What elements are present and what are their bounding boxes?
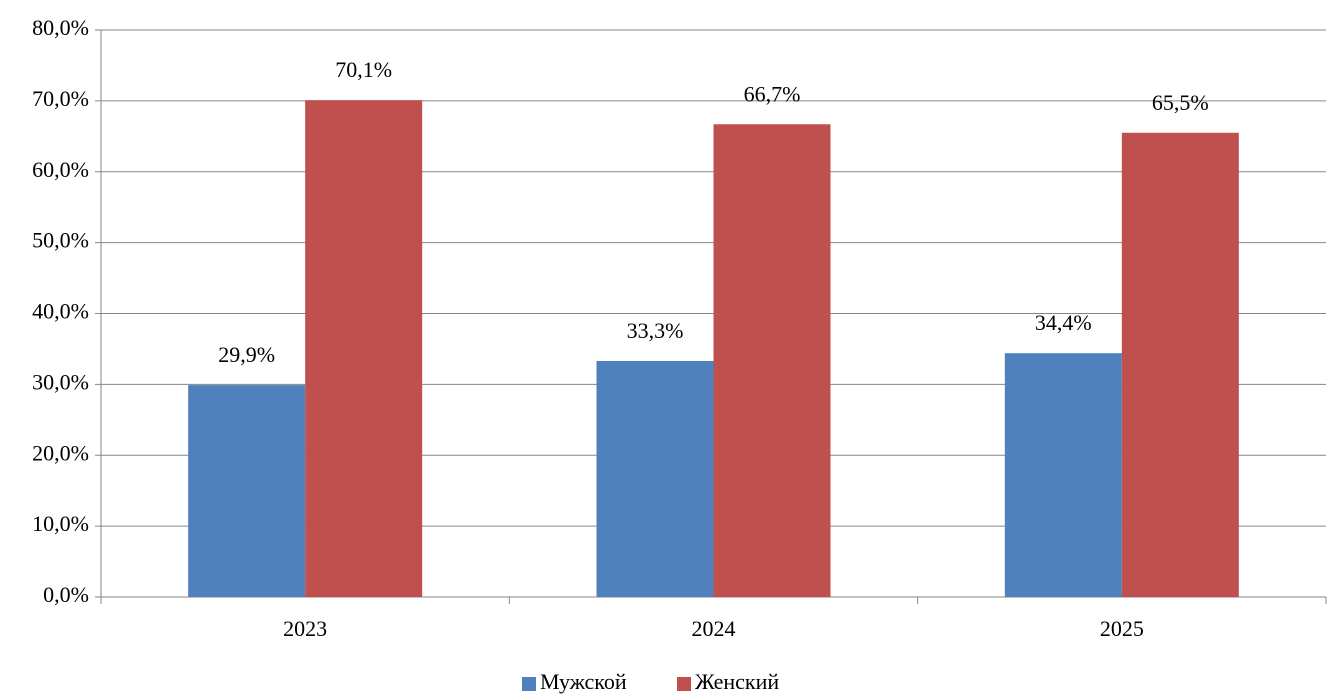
legend-label: Мужской bbox=[540, 669, 627, 694]
y-tick-label: 70,0% bbox=[32, 86, 89, 111]
data-label: 33,3% bbox=[627, 318, 684, 343]
bar bbox=[1004, 353, 1122, 597]
data-label: 65,5% bbox=[1152, 90, 1209, 115]
y-tick-label: 10,0% bbox=[32, 511, 89, 536]
bar bbox=[713, 124, 831, 598]
legend-label: Женский bbox=[695, 669, 779, 694]
y-tick-label: 80,0% bbox=[32, 15, 89, 40]
y-tick-label: 0,0% bbox=[43, 582, 89, 607]
bar bbox=[188, 385, 306, 597]
y-tick-label: 30,0% bbox=[32, 369, 89, 394]
data-label: 34,4% bbox=[1035, 310, 1092, 335]
y-tick-label: 40,0% bbox=[32, 299, 89, 324]
bar bbox=[305, 100, 423, 597]
data-label: 66,7% bbox=[744, 81, 801, 106]
data-label: 70,1% bbox=[335, 57, 392, 82]
x-tick-label: 2025 bbox=[1100, 616, 1144, 641]
x-tick-label: 2024 bbox=[692, 616, 736, 641]
data-label: 29,9% bbox=[218, 342, 275, 367]
y-tick-label: 20,0% bbox=[32, 440, 89, 465]
y-tick-label: 50,0% bbox=[32, 228, 89, 253]
legend-swatch bbox=[522, 677, 536, 691]
bar bbox=[596, 360, 714, 597]
legend-swatch bbox=[677, 677, 691, 691]
bar bbox=[1121, 132, 1239, 598]
y-tick-label: 60,0% bbox=[32, 157, 89, 182]
x-tick-label: 2023 bbox=[283, 616, 327, 641]
